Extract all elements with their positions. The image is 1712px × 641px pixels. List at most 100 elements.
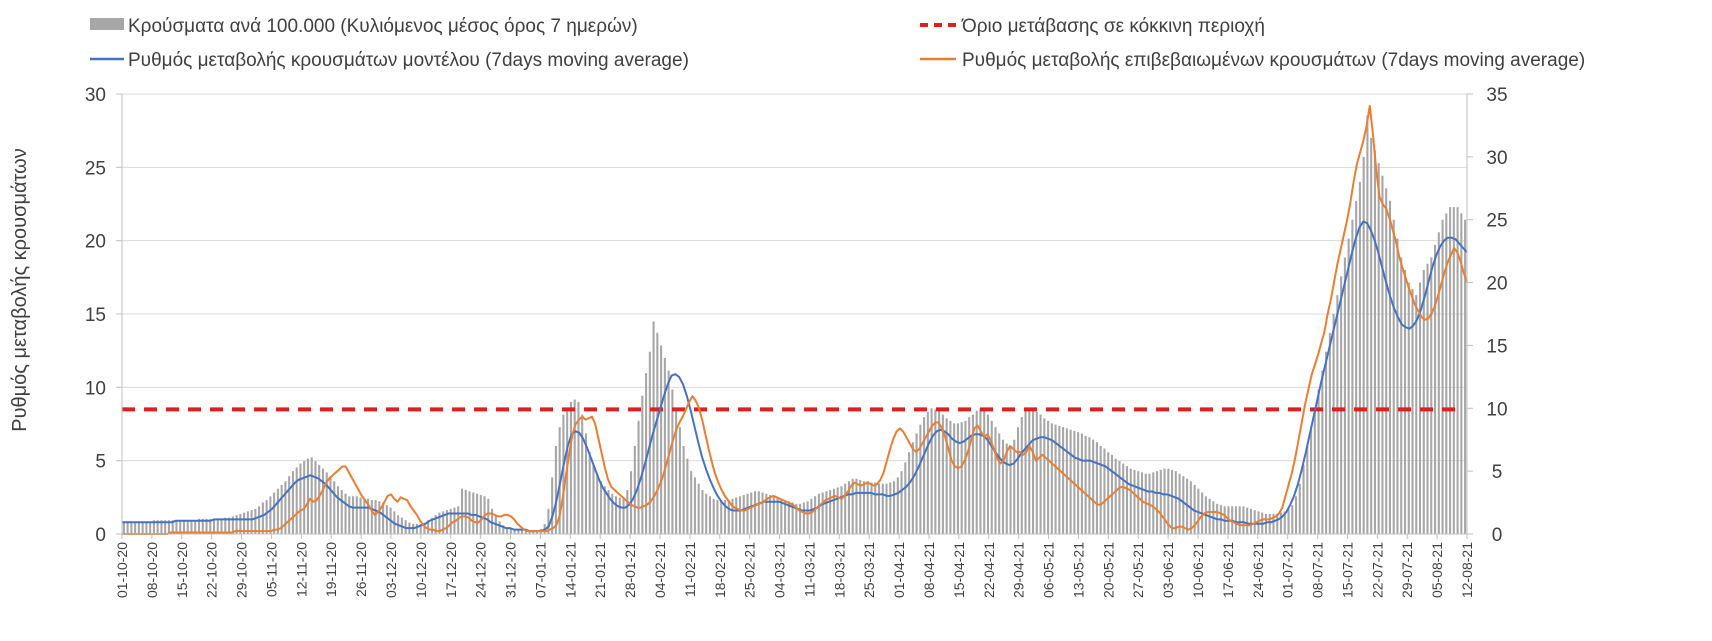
bar xyxy=(1362,156,1365,535)
x-tick-label: 29-07-21 xyxy=(1399,542,1415,598)
bar xyxy=(438,512,441,534)
y-tick-left-label: 25 xyxy=(85,158,106,179)
bar xyxy=(359,497,362,534)
bar xyxy=(1321,370,1324,534)
bar xyxy=(720,500,723,534)
bar xyxy=(491,508,494,534)
bar xyxy=(1249,508,1252,534)
bar xyxy=(385,505,388,534)
x-tick-label: 25-02-21 xyxy=(742,542,758,598)
bar xyxy=(1298,483,1301,534)
bar xyxy=(919,424,922,534)
bar xyxy=(577,402,580,534)
bar xyxy=(1400,257,1403,534)
x-tick-label: 26-11-20 xyxy=(353,542,369,597)
bar xyxy=(344,493,347,534)
bar xyxy=(186,520,189,534)
bar xyxy=(321,468,325,534)
y-tick-right-label: 0 xyxy=(1492,525,1503,546)
bar xyxy=(765,493,768,534)
bar xyxy=(637,420,640,534)
bar xyxy=(941,414,944,534)
bar xyxy=(581,414,584,534)
x-tick-label: 20-05-21 xyxy=(1100,542,1116,598)
bar xyxy=(1238,506,1241,534)
bar xyxy=(1043,418,1046,534)
x-tick-label: 05-11-20 xyxy=(263,542,279,597)
bar xyxy=(641,395,644,534)
bar xyxy=(697,483,700,534)
bar xyxy=(190,520,193,534)
bar xyxy=(235,515,238,534)
bar xyxy=(228,517,231,534)
bar xyxy=(220,518,223,534)
bar xyxy=(814,496,817,534)
bar xyxy=(1001,439,1005,534)
bar xyxy=(1103,448,1106,534)
bar xyxy=(295,467,298,534)
x-tick-label: 22-10-20 xyxy=(204,542,220,598)
bar xyxy=(1016,427,1020,534)
bar xyxy=(675,408,678,534)
bar xyxy=(314,461,317,534)
bar xyxy=(205,518,208,534)
bar xyxy=(1193,484,1196,534)
x-tick-label: 31-12-20 xyxy=(503,542,519,598)
bar xyxy=(573,399,576,534)
bar xyxy=(780,498,783,534)
bar xyxy=(532,530,535,534)
bar xyxy=(246,511,249,534)
bar xyxy=(348,496,351,534)
x-tick-label: 28-01-21 xyxy=(622,542,638,598)
bar xyxy=(716,500,719,534)
bar xyxy=(261,502,264,534)
bar xyxy=(1152,472,1155,534)
y-tick-left-label: 0 xyxy=(95,525,106,546)
bar xyxy=(250,510,253,534)
bar xyxy=(1178,473,1181,534)
bar xyxy=(731,498,734,534)
bar xyxy=(502,525,505,534)
legend-model-label: Ρυθμός μεταβολής κρουσμάτων μοντέλου (7d… xyxy=(128,50,689,71)
bar xyxy=(265,500,268,534)
bar xyxy=(171,520,174,534)
bar xyxy=(945,418,948,534)
bar xyxy=(1460,213,1463,534)
bar xyxy=(475,493,479,534)
bar xyxy=(201,518,204,534)
bar xyxy=(960,422,963,534)
x-tick-label: 11-02-21 xyxy=(682,542,698,597)
bar xyxy=(1182,476,1185,534)
bar xyxy=(427,520,430,534)
bar xyxy=(1306,446,1309,534)
bar xyxy=(690,471,693,534)
x-tick-label: 08-10-20 xyxy=(144,542,160,598)
bar xyxy=(923,417,926,534)
bar xyxy=(1024,410,1027,534)
bar xyxy=(1328,332,1331,534)
bar xyxy=(472,492,475,534)
bar xyxy=(986,414,989,534)
bar xyxy=(938,410,941,534)
bar xyxy=(355,496,358,534)
bar xyxy=(1156,471,1159,534)
bar xyxy=(656,332,659,534)
model-line xyxy=(122,220,1468,533)
bar xyxy=(1430,257,1433,534)
bar xyxy=(633,446,636,534)
bar xyxy=(761,492,764,534)
bar xyxy=(284,481,287,534)
bar xyxy=(1122,463,1125,534)
bar xyxy=(197,518,201,534)
legend-bar-swatch xyxy=(90,18,124,30)
bar xyxy=(156,520,159,534)
bar xyxy=(994,427,997,534)
bar xyxy=(1257,511,1260,534)
x-tick-label: 10-06-21 xyxy=(1190,542,1206,598)
bar xyxy=(1464,219,1467,534)
bar xyxy=(336,486,340,534)
bar xyxy=(291,471,294,534)
bar xyxy=(915,433,918,534)
